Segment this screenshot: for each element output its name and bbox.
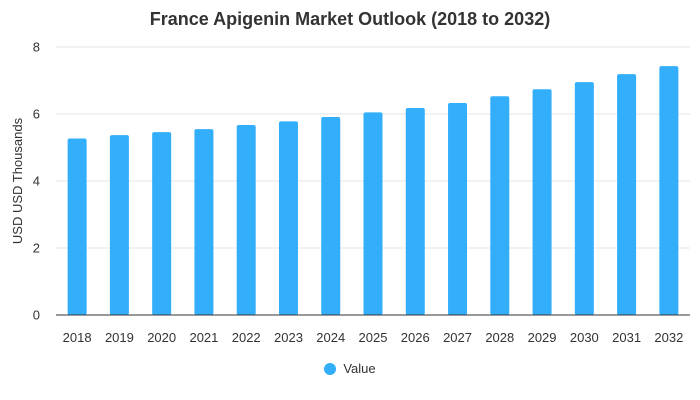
bar [364, 112, 383, 315]
bar [448, 103, 467, 315]
y-tick-label: 8 [33, 40, 40, 55]
x-tick-label: 2029 [528, 330, 557, 345]
x-tick-label: 2024 [316, 330, 345, 345]
x-tick-label: 2018 [63, 330, 92, 345]
bar [68, 138, 87, 315]
legend: Value [0, 361, 700, 376]
bar [194, 129, 213, 315]
x-tick-label: 2023 [274, 330, 303, 345]
bar [279, 121, 298, 315]
y-tick-label: 2 [33, 241, 40, 256]
bar [321, 117, 340, 315]
x-tick-label: 2032 [654, 330, 683, 345]
x-tick-label: 2020 [147, 330, 176, 345]
x-tick-label: 2028 [485, 330, 514, 345]
x-tick-label: 2030 [570, 330, 599, 345]
bar [659, 66, 678, 315]
x-tick-label: 2031 [612, 330, 641, 345]
bar [110, 135, 129, 315]
y-axis-title: USD USD Thousands [10, 117, 25, 244]
legend-label: Value [343, 361, 375, 376]
x-tick-label: 2021 [189, 330, 218, 345]
bar [490, 96, 509, 315]
legend-marker-icon [324, 363, 336, 375]
bar [406, 108, 425, 315]
x-tick-label: 2022 [232, 330, 261, 345]
bar [237, 125, 256, 315]
bar [575, 82, 594, 315]
y-tick-label: 0 [33, 308, 40, 323]
x-tick-label: 2019 [105, 330, 134, 345]
y-tick-label: 6 [33, 107, 40, 122]
y-tick-label: 4 [33, 174, 40, 189]
bar [533, 89, 552, 315]
bar [617, 74, 636, 315]
legend-item-value[interactable]: Value [324, 361, 375, 376]
x-tick-label: 2025 [359, 330, 388, 345]
bar [152, 132, 171, 315]
x-tick-label: 2027 [443, 330, 472, 345]
x-tick-label: 2026 [401, 330, 430, 345]
